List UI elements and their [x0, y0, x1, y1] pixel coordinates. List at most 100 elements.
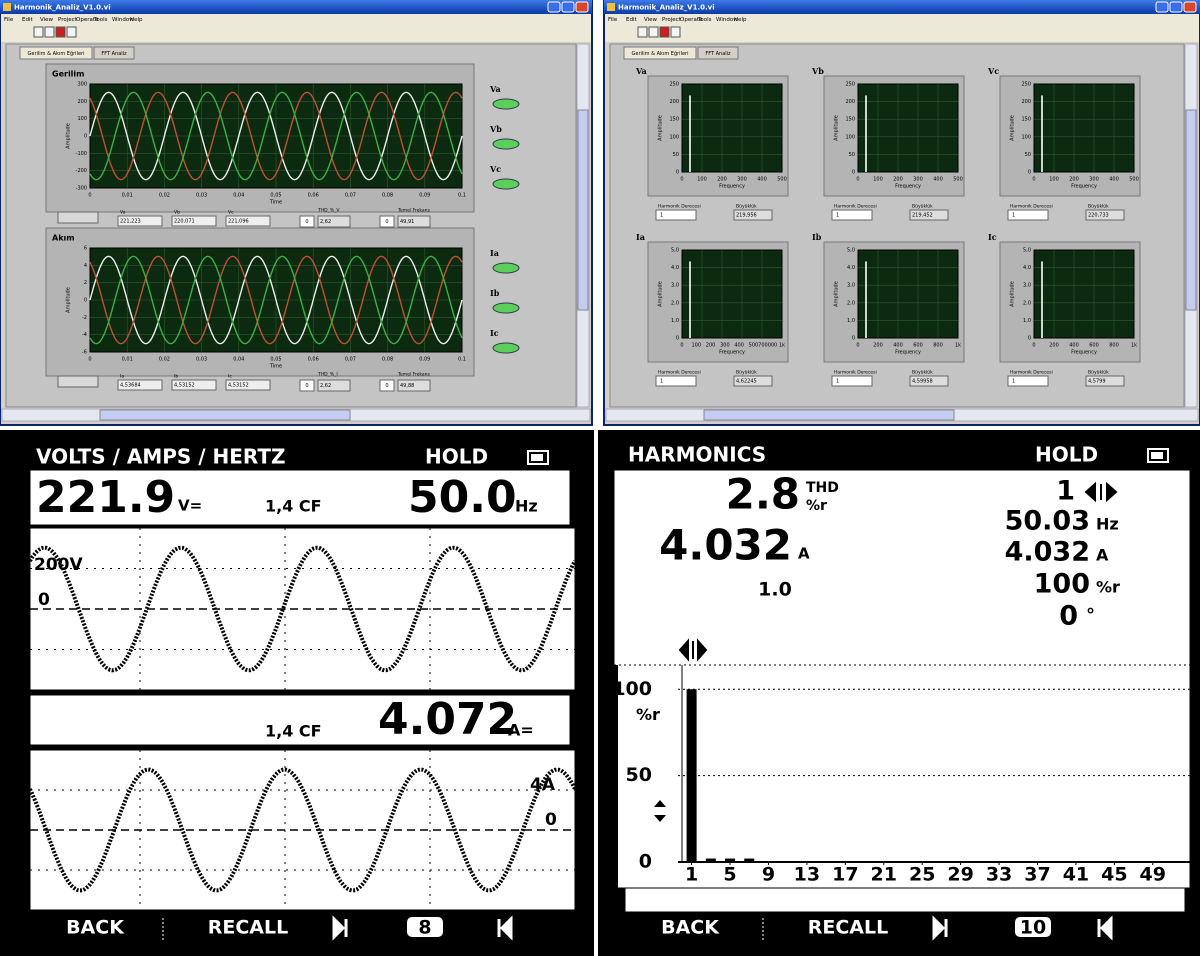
led[interactable]	[493, 99, 519, 109]
y-tick-label: 4,0	[1023, 265, 1031, 271]
y-tick-label: 100	[845, 134, 855, 140]
y-tick-label: 250	[845, 82, 855, 88]
harmonic-reading: 4.032	[1005, 537, 1090, 568]
y-tick-label: 100	[669, 134, 679, 140]
x-tick-label: 500	[777, 177, 787, 183]
crest-factor: 1,4 CF	[265, 497, 322, 516]
softkey-label: BACK	[661, 917, 720, 939]
x-tick-label: 600	[1089, 343, 1099, 349]
x-tick-label: 500	[953, 177, 963, 183]
field-value: 219,452	[912, 213, 933, 219]
x-tick-label: 0	[1032, 177, 1035, 183]
battery-level	[531, 454, 543, 461]
x-tick-label: 0	[88, 193, 91, 199]
axis-label: Frequency	[719, 350, 745, 356]
y-tick-label: 150	[669, 117, 679, 123]
scroll-thumb	[100, 410, 350, 420]
close-button[interactable]	[576, 2, 588, 12]
window-button[interactable]	[548, 2, 560, 12]
led-label: Vb	[489, 124, 502, 134]
window-button[interactable]	[562, 2, 574, 12]
readout-label: THD_%_V	[317, 208, 340, 214]
led[interactable]	[493, 139, 519, 149]
y-tick-label: -6	[82, 350, 87, 356]
x-tick-label: 0,05	[270, 357, 281, 363]
y-tick-label: 50	[1025, 152, 1031, 158]
toolbar-button[interactable]	[45, 27, 54, 37]
x-tick-label: 37	[1024, 864, 1050, 886]
led[interactable]	[493, 179, 519, 189]
y-tick-label: 0	[84, 298, 87, 304]
x-tick-label: 0,08	[382, 193, 393, 199]
toolbar-button[interactable]	[56, 27, 65, 37]
menu-item: Help	[130, 17, 143, 23]
toolbar-button[interactable]	[638, 27, 647, 37]
y-tick-label: -100	[76, 151, 87, 157]
y-tick-label: 150	[845, 117, 855, 123]
y-tick-label: 250	[1021, 82, 1031, 88]
led[interactable]	[493, 303, 519, 313]
axis-label: Amplitude	[658, 281, 664, 307]
x-tick-label: 600	[913, 343, 923, 349]
readout-label: Ib	[174, 374, 178, 380]
window-button[interactable]	[1170, 2, 1182, 12]
field-value: 1	[660, 213, 663, 219]
menu-item: Edit	[626, 17, 637, 23]
x-tick-label: 500	[1129, 177, 1139, 183]
y-tick-label: 3,0	[671, 283, 679, 289]
led[interactable]	[493, 263, 519, 273]
toolbar-button[interactable]	[67, 27, 76, 37]
y-tick-label: 50	[849, 152, 855, 158]
close-button[interactable]	[1184, 2, 1196, 12]
x-tick-label: 17	[832, 864, 858, 886]
y-tick-label: 5,0	[1023, 248, 1031, 254]
field-value: 4,5799	[1088, 379, 1106, 385]
toolbar-button[interactable]	[649, 27, 658, 37]
scroll-thumb	[578, 110, 588, 310]
menu-item: Tools	[93, 17, 108, 23]
tab-label: Gerilim & Akım Eğrileri	[28, 50, 85, 57]
y-tick-label: 4,0	[671, 265, 679, 271]
softkey-label: RECALL	[808, 917, 888, 939]
x-tick-label: 0,1	[458, 357, 466, 363]
readout-value: 4,53152	[174, 383, 195, 389]
toolbar	[605, 24, 1199, 42]
led[interactable]	[493, 343, 519, 353]
x-tick-label: 0,04	[233, 357, 244, 363]
status-box	[625, 888, 1185, 912]
axis-label: Time	[269, 364, 282, 370]
field-value: 1	[1012, 213, 1015, 219]
readout-label: Ic	[228, 374, 232, 380]
graph-title: Vb	[811, 66, 824, 76]
unit: V=	[178, 497, 202, 515]
y-tick-label: 0	[676, 336, 679, 342]
x-tick-label: 0,08	[382, 357, 393, 363]
x-tick-label: 41	[1063, 864, 1089, 886]
x-tick-label: 400	[1109, 177, 1119, 183]
window-title: Harmonik_Analiz_V1.0.vi	[618, 4, 715, 12]
toolbar-button[interactable]	[671, 27, 680, 37]
readout-label: Vc	[228, 210, 234, 216]
x-tick-label: 0	[856, 177, 859, 183]
window-icon	[3, 3, 11, 11]
unit: THD	[806, 480, 839, 496]
y-tick-label: -200	[76, 168, 87, 174]
x-tick-label: 0,01	[122, 357, 133, 363]
axis-label: Amplitude	[66, 123, 72, 149]
hold-indicator: HOLD	[425, 445, 488, 469]
toolbar-button[interactable]	[660, 27, 669, 37]
readout-label: Temel Frekans	[397, 372, 431, 378]
screenshot-collage: Harmonik_Analiz_V1.0.viFileEditViewProje…	[0, 0, 1200, 956]
x-tick-label: 0	[1032, 343, 1035, 349]
y-tick-label: 5,0	[847, 248, 855, 254]
y-tick-label: 200	[669, 99, 679, 105]
readout-label: Ia	[120, 374, 124, 380]
window-button[interactable]	[1156, 2, 1168, 12]
axis-label: Frequency	[895, 184, 921, 190]
x-tick-label: 29	[947, 864, 973, 886]
harmonic-bar	[687, 689, 697, 862]
toolbar-button[interactable]	[34, 27, 43, 37]
x-tick-label: 1k	[779, 343, 785, 349]
index-value: 0	[305, 383, 308, 389]
tab-label: FFT Analiz	[705, 51, 731, 57]
